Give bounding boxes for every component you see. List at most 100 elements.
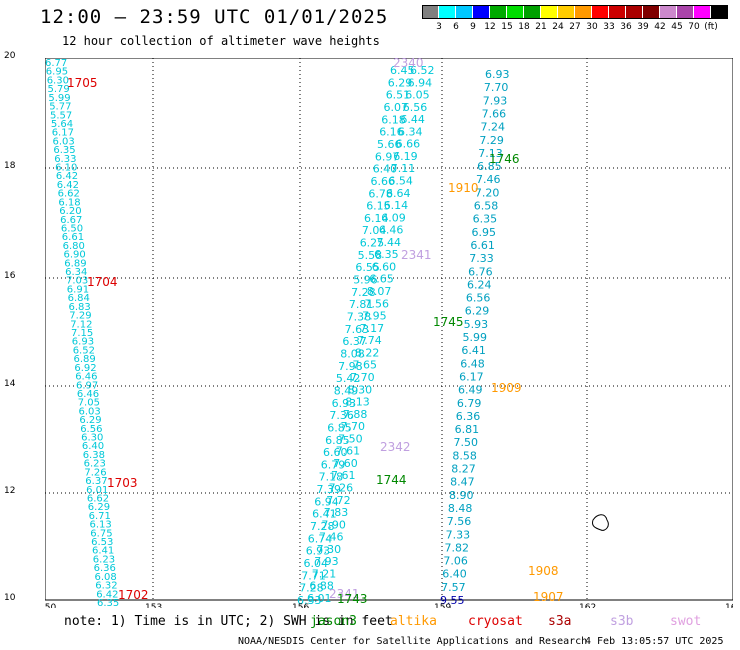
wave-height-value: 6.56 [403,101,428,114]
wave-height-map: 6.776.956.305.795.995.775.575.646.176.03… [45,58,733,608]
wave-height-value: 7.46 [476,173,501,186]
wave-height-value: 6.79 [321,458,346,471]
wave-height-value: 6.33 [54,154,76,165]
wave-height-value: 6.77 [45,58,67,69]
legend-tick-label: 30 [586,22,598,32]
wave-height-value: 7.88 [343,408,368,421]
wave-height-value: 5.64 [51,119,73,130]
legend-swatch [575,5,591,19]
pass-time-label: 1705 [67,76,98,90]
x-tick-label: 162 [579,603,596,608]
wave-height-value: 6.17 [459,370,484,383]
wave-height-value: 6.76 [468,265,493,278]
wave-height-value: 7.44 [377,236,402,249]
legend-swatch [694,5,710,19]
wave-height-value: 6.56 [80,424,102,435]
pass-time-label: 1744 [376,473,407,487]
wave-height-value: 8.30 [348,383,373,396]
pass-time-label: 1702 [118,588,149,602]
wave-height-value: 6.01 [307,592,332,605]
wave-height-value: 7.26 [84,467,106,478]
legend-swatch [507,5,523,19]
wave-height-value: 6.85 [325,434,350,447]
legend-swatch [609,5,625,19]
legend-swatch [439,5,455,19]
wave-height-value: 6.89 [64,258,86,269]
wave-height-value: 6.37 [85,476,107,487]
wave-height-value: 6.64 [386,187,411,200]
wave-height-value: 6.23 [84,459,106,470]
wave-height-value: 7.93 [483,94,508,107]
wave-height-value: 7.82 [445,541,470,554]
wave-height-value: 6.78 [368,187,393,200]
wave-height-value: 7.06 [443,555,468,568]
wave-height-value: 6.60 [323,446,348,459]
wave-height-value: 6.35 [374,248,399,261]
wave-height-value: 6.40 [82,441,104,452]
wave-height-value: 7.90 [321,518,346,531]
wave-height-value: 6.52 [73,345,95,356]
legend-tick-label: 24 [552,22,564,32]
wave-height-value: 6.74 [308,532,333,545]
wave-height-value: 7.33 [469,252,494,265]
wave-height-value: 7.83 [324,506,349,519]
wave-height-value: 7.05 [78,398,100,409]
legend-tick-label: 12 [484,22,496,32]
wave-height-value: 5.79 [48,84,70,95]
wave-height-value: 6.20 [59,206,81,217]
wave-height-value: 6.93 [306,545,331,558]
pass-time-label: 2341 [401,248,432,262]
wave-height-value: 7.63 [345,323,370,336]
legend-tick-label: 9 [470,22,476,32]
map-frame [45,58,733,601]
satellite-name: swot [670,614,702,629]
wave-height-value: 7.70 [350,371,375,384]
pass-time-label: 1703 [107,476,138,490]
wave-height-value: 6.42 [57,180,79,191]
wave-height-value: 7.36 [329,409,354,422]
wave-height-value: 6.25 [360,237,385,250]
wave-height-value: 6.85 [327,421,352,434]
wave-height-value: 8.27 [451,463,476,476]
wave-height-value: 6.79 [457,397,482,410]
wave-height-value: 6.09 [381,211,406,224]
legend-tick-label: 15 [501,22,513,32]
wave-height-value: 5.99 [463,331,488,344]
y-tick-label: 10 [4,593,16,603]
wave-height-value: 6.49 [458,384,483,397]
satellite-name: cryosat [468,614,523,629]
wave-height-value: 7.93 [314,555,339,568]
wave-height-value: 6.60 [372,261,397,274]
wave-height-value: 7.04 [362,224,387,237]
y-tick-label: 20 [4,51,16,61]
wave-height-value: 6.30 [81,433,103,444]
wave-height-value: 6.36 [94,563,116,574]
wave-height-value: 7.29 [69,311,91,322]
wave-height-value: 7.28 [351,286,376,299]
wave-height-value: 7.13 [478,147,503,160]
satellite-name: jason3 [310,614,357,629]
wave-height-value: 7.46 [319,531,344,544]
legend-swatch [626,5,642,19]
wave-height-value: 7.72 [326,494,351,507]
wave-height-value: 5.42 [336,372,361,385]
wave-height-value: 8.22 [355,346,380,359]
wave-height-value: 6.18 [381,113,406,126]
wave-height-value: 6.19 [393,150,418,163]
wave-height-value: 6.41 [461,344,486,357]
wave-height-value: 6.91 [67,285,89,296]
wave-height-value: 7.12 [70,319,92,330]
wave-height-value: 6.01 [86,485,108,496]
wave-height-value: 6.55 [355,261,380,274]
wave-height-value: 6.34 [398,125,423,138]
wave-height-value: 6.80 [63,241,85,252]
wave-height-value: 6.50 [61,224,83,235]
wave-height-value: 6.95 [472,226,497,239]
wave-height-value: 7.50 [454,436,479,449]
wave-height-value: 6.38 [83,450,105,461]
wave-height-value: 6.23 [93,555,115,566]
wave-height-value: 6.61 [62,232,84,243]
wave-height-value: 6.84 [68,293,90,304]
wave-height-value: 6.29 [388,76,413,89]
legend-swatch [660,5,676,19]
